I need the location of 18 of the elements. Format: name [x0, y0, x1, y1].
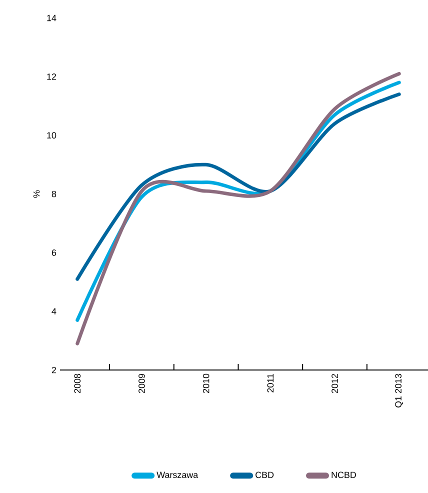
- y-tick-label: 8: [52, 190, 56, 198]
- y-tick-label: 4: [52, 308, 56, 314]
- y-tick-label: 10: [47, 132, 56, 139]
- y-tick-label: 6: [52, 249, 56, 256]
- legend-label: NCBD: [332, 472, 356, 478]
- x-tick-label: 2010: [202, 374, 210, 394]
- x-tick-label: 2009: [138, 374, 145, 394]
- legend-label: CBD: [256, 472, 274, 478]
- x-tick-label: 2008: [74, 374, 81, 394]
- y-tick-label: 12: [47, 74, 56, 80]
- y-tick-label: 2: [52, 366, 56, 374]
- line-series: [76, 92, 401, 281]
- legend-label: Warszawa: [156, 472, 198, 478]
- y-axis-title: %: [33, 190, 40, 198]
- x-tick-label: 2011: [267, 374, 274, 392]
- y-tick-label: 14: [47, 14, 56, 22]
- x-tick-label: 2012: [332, 374, 338, 394]
- x-tick-label: Q1 2013: [395, 374, 404, 408]
